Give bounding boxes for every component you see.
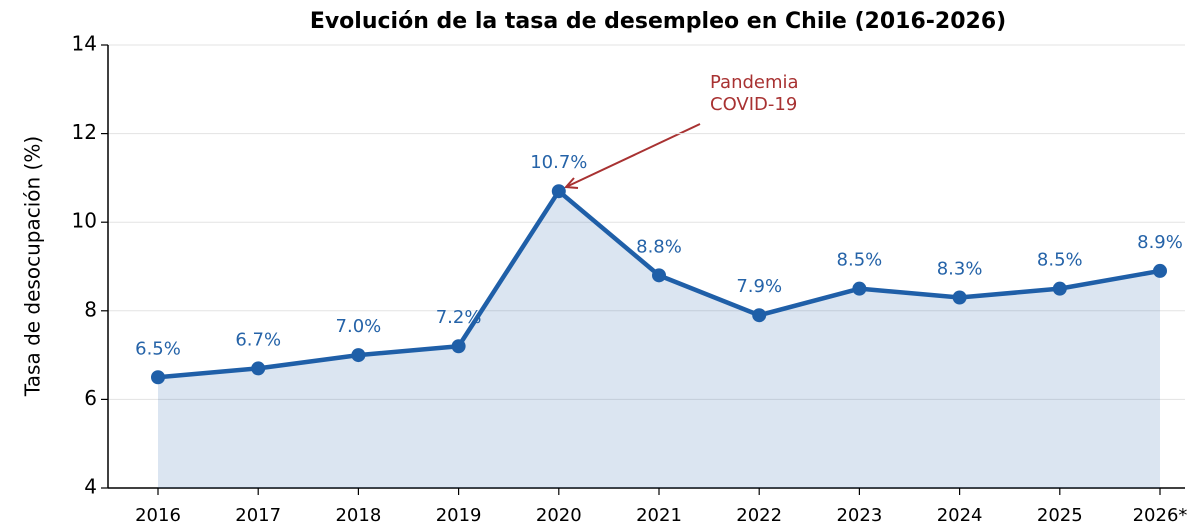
value-label: 6.5% — [135, 338, 181, 359]
y-tick-label: 12 — [72, 120, 97, 144]
x-tick-label: 2018 — [335, 505, 381, 526]
point — [151, 370, 165, 385]
x-tick-label: 2016 — [135, 505, 181, 526]
point — [551, 184, 566, 199]
point — [451, 339, 466, 354]
value-label: 7.9% — [736, 276, 782, 297]
point — [852, 281, 867, 296]
x-tick-label: 2025 — [1037, 505, 1083, 526]
area — [158, 191, 1160, 488]
point — [1052, 281, 1067, 296]
y-tick-label: 10 — [72, 209, 97, 233]
value-label: 8.3% — [937, 259, 983, 280]
point — [251, 361, 266, 376]
value-label: 8.9% — [1137, 232, 1183, 253]
annotation-arrowhead — [563, 177, 579, 189]
x-tick-label: 2023 — [836, 505, 882, 526]
point — [952, 290, 967, 305]
annotation-arrow — [565, 123, 701, 188]
point — [1153, 263, 1167, 278]
point — [752, 308, 767, 323]
value-label: 7.0% — [336, 316, 382, 337]
x-tick-label: 2021 — [636, 505, 682, 526]
value-label: 8.5% — [837, 250, 883, 271]
y-tick-label: 6 — [84, 386, 97, 410]
y-tick-label: 4 — [84, 475, 97, 499]
value-label: 8.5% — [1037, 250, 1083, 271]
annotation-line: COVID-19 — [710, 94, 797, 115]
point — [351, 348, 366, 363]
y-axis-label: Tasa de desocupación (%) — [21, 136, 45, 397]
value-label: 7.2% — [436, 307, 482, 328]
y-tick-label: 14 — [72, 32, 97, 56]
value-label: 10.7% — [530, 152, 587, 173]
value-label: 8.8% — [636, 236, 682, 257]
point — [652, 268, 666, 283]
x-tick-label: 2026* — [1133, 505, 1188, 526]
chart-title: Evolución de la tasa de desempleo en Chi… — [310, 9, 1006, 34]
x-tick-label: 2017 — [235, 505, 281, 526]
annotation-line: Pandemia — [710, 72, 799, 93]
x-tick-label: 2024 — [937, 505, 983, 526]
x-tick-label: 2022 — [736, 505, 782, 526]
x-tick-label: 2020 — [536, 505, 582, 526]
x-tick-label: 2019 — [436, 505, 482, 526]
value-label: 6.7% — [235, 329, 281, 350]
y-tick-label: 8 — [84, 297, 97, 321]
